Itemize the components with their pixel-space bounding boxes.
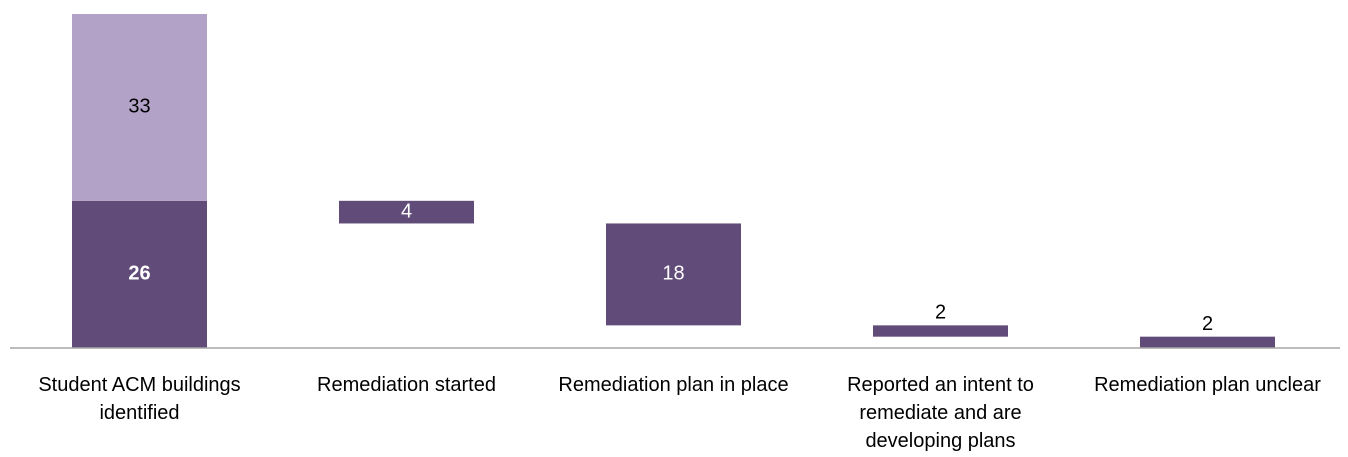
bar: [873, 325, 1008, 337]
data-label: 2: [1202, 313, 1213, 335]
x-tick-label: Student ACM buildings identified: [38, 374, 241, 424]
data-label: 26: [128, 263, 150, 285]
bar: [606, 223, 741, 326]
x-tick-label: Remediation plan unclear: [1094, 374, 1321, 396]
data-label: 18: [662, 263, 684, 285]
x-tick-label: Remediation plan in place: [558, 374, 789, 396]
data-label: 2: [935, 302, 946, 324]
x-tick-label: Remediation started: [317, 374, 496, 396]
bar: [339, 200, 474, 224]
bar: [72, 200, 207, 348]
x-tick-label: Reported an intent to remediate and are …: [847, 374, 1034, 452]
bar: [1140, 336, 1275, 348]
bar: [72, 14, 207, 201]
data-label: 4: [401, 200, 412, 222]
data-label: 33: [128, 96, 150, 118]
